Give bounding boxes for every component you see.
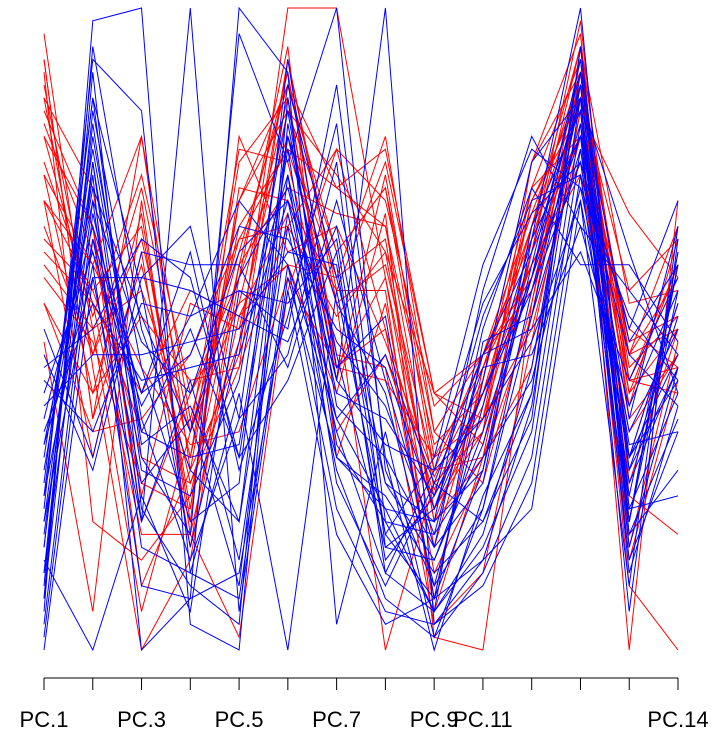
x-tick-label: PC.1 — [20, 707, 69, 732]
x-tick-label: PC.14 — [647, 707, 708, 732]
series-line-43 — [43, 59, 679, 561]
x-tick-label: PC.9 — [410, 707, 459, 732]
series-line-31 — [43, 97, 679, 548]
series-line-19 — [43, 59, 679, 651]
series-line-55 — [43, 136, 679, 549]
series-line-46 — [43, 148, 679, 536]
series-line-42 — [43, 7, 679, 588]
series-line-56 — [43, 161, 679, 575]
series-line-52 — [43, 174, 679, 625]
x-tick-label: PC.5 — [215, 707, 264, 732]
series-line-17 — [43, 134, 679, 446]
series-line-25 — [43, 136, 679, 511]
series-line-36 — [43, 72, 679, 626]
series-line-33 — [43, 187, 679, 536]
series-line-40 — [43, 6, 679, 652]
x-tick-label: PC.11 — [453, 707, 513, 732]
series-layer — [43, 6, 679, 652]
series-line-30 — [43, 110, 679, 561]
series-line-39 — [43, 72, 679, 652]
x-tick-label: PC.3 — [117, 707, 166, 732]
series-line-21 — [43, 7, 679, 588]
x-tick-label: PC.7 — [312, 707, 361, 732]
series-line-37 — [43, 7, 679, 651]
series-line-53 — [43, 200, 679, 625]
series-line-51 — [43, 149, 679, 638]
series-line-34 — [43, 224, 679, 511]
series-line-6 — [43, 96, 679, 459]
series-line-29 — [43, 84, 679, 562]
series-line-54 — [43, 97, 679, 536]
x-axis: PC.1 PC.3 PC.5 PC.7 PC.9PC.11 PC.14 — [20, 677, 709, 732]
series-line-16 — [43, 84, 679, 510]
series-line-50 — [43, 123, 679, 613]
